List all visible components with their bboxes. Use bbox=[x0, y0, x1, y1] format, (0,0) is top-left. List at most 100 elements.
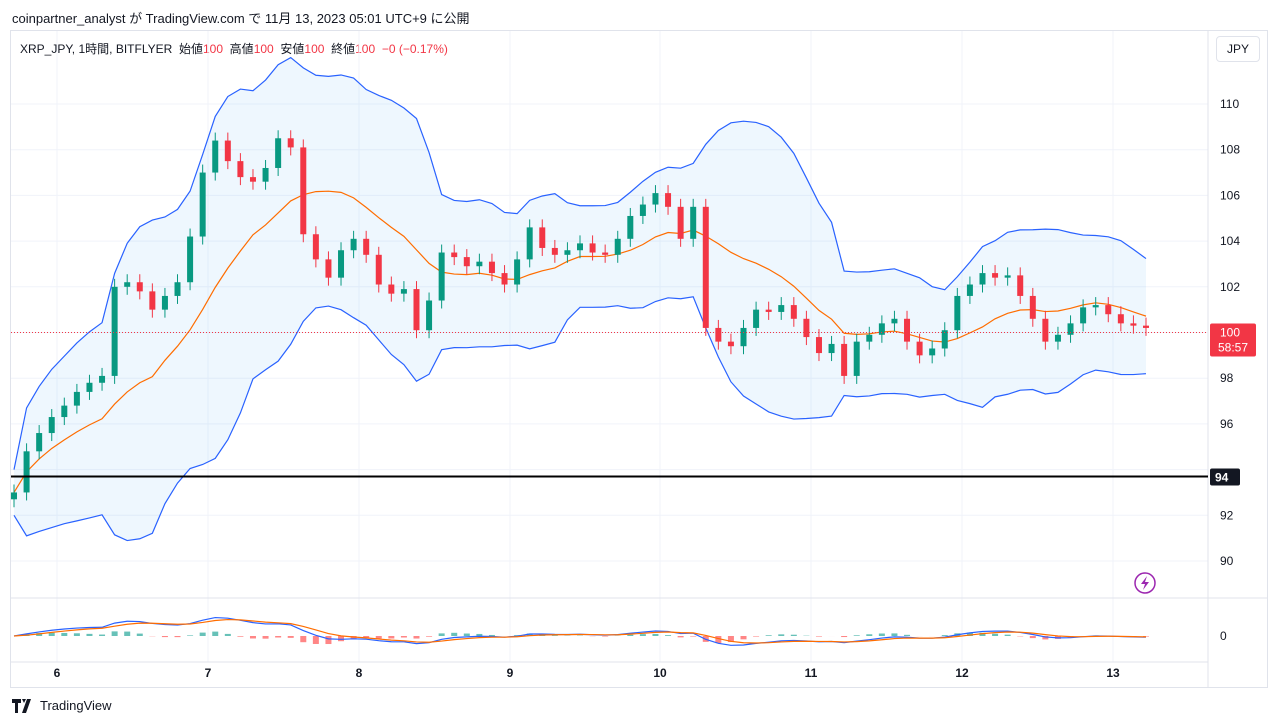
candle-body bbox=[1092, 305, 1099, 308]
candle-body bbox=[966, 284, 973, 296]
candle bbox=[1130, 315, 1137, 334]
candle-body bbox=[199, 172, 206, 237]
candle bbox=[665, 185, 672, 215]
candle-body bbox=[287, 138, 294, 148]
candle-body bbox=[249, 177, 256, 182]
candle bbox=[1042, 310, 1049, 350]
candle-body bbox=[1067, 323, 1074, 335]
candle bbox=[36, 425, 43, 460]
candle-body bbox=[161, 295, 168, 310]
macd-histogram-bar bbox=[99, 634, 106, 636]
candle-body bbox=[400, 289, 407, 294]
candle-body bbox=[539, 227, 546, 248]
candle bbox=[891, 310, 898, 332]
macd-histogram-bar bbox=[677, 636, 684, 638]
candle bbox=[501, 265, 508, 293]
candle bbox=[753, 301, 760, 336]
candle-body bbox=[526, 227, 533, 260]
candle bbox=[111, 278, 118, 384]
candle-body bbox=[715, 327, 722, 342]
macd-histogram-bar bbox=[61, 632, 68, 636]
macd-histogram-bar bbox=[111, 631, 118, 636]
candle-body bbox=[992, 273, 999, 278]
macd-histogram-bar bbox=[363, 636, 370, 638]
candle-body bbox=[828, 343, 835, 354]
macd-histogram-bar bbox=[1042, 636, 1049, 640]
candle bbox=[187, 228, 194, 291]
candle bbox=[237, 153, 244, 186]
candle bbox=[23, 443, 30, 501]
candle bbox=[249, 169, 256, 190]
x-tick-label: 10 bbox=[653, 666, 667, 680]
candle bbox=[124, 274, 131, 295]
countdown-label: 58:57 bbox=[1218, 341, 1248, 355]
macd-histogram-bar bbox=[753, 636, 760, 637]
x-tick-label: 8 bbox=[356, 666, 363, 680]
macd-histogram-bar bbox=[715, 636, 722, 644]
macd-histogram-bar bbox=[488, 634, 495, 636]
candle bbox=[161, 287, 168, 318]
y-tick-label: 108 bbox=[1220, 143, 1240, 157]
macd-histogram-bar bbox=[765, 635, 772, 636]
candle bbox=[677, 198, 684, 247]
candle bbox=[388, 276, 395, 302]
candle bbox=[61, 397, 68, 426]
candle-body bbox=[778, 305, 785, 312]
macd-histogram-bar bbox=[249, 636, 256, 639]
candle-body bbox=[86, 382, 93, 392]
x-tick-label: 13 bbox=[1106, 666, 1120, 680]
candle-body bbox=[564, 250, 571, 255]
candle-body bbox=[627, 215, 634, 239]
candle-body bbox=[803, 318, 810, 338]
high-label: 高値 bbox=[229, 42, 254, 56]
candle-body bbox=[866, 334, 873, 342]
macd-histogram-bar bbox=[727, 636, 734, 643]
y-tick-label: 96 bbox=[1220, 417, 1234, 431]
lightning-icon bbox=[1141, 576, 1149, 590]
candle-body bbox=[1143, 325, 1149, 328]
currency-button[interactable]: JPY bbox=[1216, 36, 1260, 62]
candle-body bbox=[388, 284, 395, 294]
macd-histogram-bar bbox=[73, 633, 80, 636]
candle bbox=[149, 283, 156, 318]
low-value: 100 bbox=[304, 42, 325, 56]
candle-body bbox=[48, 417, 55, 434]
candle-body bbox=[99, 375, 106, 383]
candle bbox=[426, 292, 433, 339]
macd-histogram-bar bbox=[262, 636, 269, 639]
macd-histogram-bar bbox=[451, 632, 458, 636]
x-tick-label: 7 bbox=[205, 666, 212, 680]
candle-body bbox=[602, 252, 609, 255]
chart-frame[interactable] bbox=[10, 30, 1268, 688]
candle bbox=[602, 244, 609, 263]
candle-body bbox=[363, 238, 370, 255]
candle bbox=[413, 281, 420, 339]
candle-body bbox=[426, 300, 433, 331]
candle bbox=[325, 251, 332, 286]
candle-body bbox=[375, 254, 382, 285]
macd-line bbox=[13, 616, 1147, 646]
macd-histogram-bar bbox=[841, 636, 848, 638]
candle bbox=[136, 274, 143, 300]
candle bbox=[300, 139, 307, 243]
candle bbox=[375, 246, 382, 293]
candle-body bbox=[438, 252, 445, 301]
candle-body bbox=[815, 337, 822, 354]
candle-body bbox=[841, 343, 848, 376]
candle bbox=[212, 132, 219, 181]
macd-histogram-bar bbox=[740, 636, 747, 640]
macd-zero-label: 0 bbox=[1220, 629, 1227, 643]
candle-body bbox=[312, 234, 319, 260]
candle bbox=[451, 244, 458, 266]
candle bbox=[275, 130, 282, 176]
open-label: 始値 bbox=[178, 42, 203, 56]
candle bbox=[979, 265, 986, 293]
candle-body bbox=[187, 236, 194, 283]
candle-body bbox=[476, 261, 483, 267]
candle bbox=[916, 333, 923, 364]
candle bbox=[312, 226, 319, 268]
candle-body bbox=[941, 330, 948, 349]
candle-body bbox=[111, 286, 118, 376]
macd-histogram-bar bbox=[212, 631, 219, 636]
